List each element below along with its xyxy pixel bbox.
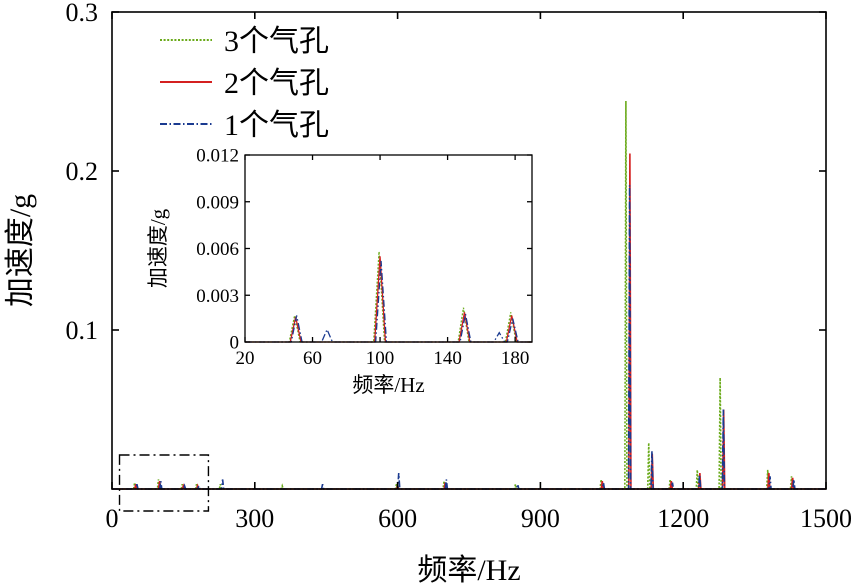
y-tick-label: 0.003 — [196, 286, 239, 307]
x-tick-label: 100 — [366, 348, 395, 369]
x-tick-label: 1500 — [800, 504, 852, 533]
x-tick-label: 1200 — [657, 504, 709, 533]
x-axis-title: 频率/Hz — [417, 554, 520, 586]
series-3-line — [112, 185, 826, 490]
legend-label-1: 3个气孔 — [224, 25, 329, 58]
x-tick-label: 300 — [235, 504, 274, 533]
series-3 — [112, 185, 826, 490]
plot-frame — [111, 11, 827, 490]
y-tick-label: 0.006 — [196, 239, 239, 260]
y-tick-label: 0.009 — [196, 192, 239, 213]
x-axis-title: 频率/Hz — [352, 373, 424, 397]
zoom-region-box — [118, 454, 210, 512]
legend: 3个气孔 2个气孔 1个气孔 — [160, 25, 329, 142]
inset-backdrop — [140, 140, 540, 402]
legend-label-2: 2个气孔 — [224, 67, 329, 100]
y-axis-title: 加速度/g — [4, 194, 37, 307]
x-tick-label: 900 — [521, 504, 560, 533]
y-tick-label: 0.1 — [66, 316, 99, 345]
x-tick-label: 0 — [106, 504, 119, 533]
y-tick-label: 0.012 — [196, 146, 239, 167]
y-tick-label: 0 — [230, 333, 240, 354]
x-tick-label: 140 — [433, 348, 462, 369]
y-tick-label: 0.2 — [66, 157, 99, 186]
x-tick-label: 60 — [303, 348, 322, 369]
y-axis-title: 加速度/g — [146, 208, 170, 288]
x-tick-label: 20 — [236, 348, 255, 369]
x-tick-label: 600 — [378, 504, 417, 533]
legend-label-3: 1个气孔 — [224, 109, 329, 142]
x-tick-label: 180 — [501, 348, 530, 369]
y-tick-label: 0.3 — [66, 0, 99, 27]
inset-chart: 20 60 100 140 180 0 0.003 0.006 0.009 0.012 频率/Hz 加… — [140, 140, 540, 402]
